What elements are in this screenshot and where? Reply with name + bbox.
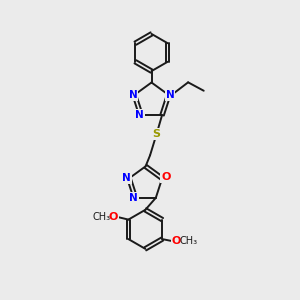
- Text: O: O: [161, 172, 170, 182]
- Text: N: N: [166, 90, 175, 100]
- Text: N: N: [135, 110, 144, 120]
- Text: N: N: [128, 90, 137, 100]
- Text: CH₃: CH₃: [179, 236, 198, 247]
- Text: CH₃: CH₃: [92, 212, 110, 222]
- Text: N: N: [130, 193, 138, 203]
- Text: O: O: [172, 236, 181, 247]
- Text: O: O: [109, 212, 118, 222]
- Text: N: N: [122, 173, 131, 183]
- Text: S: S: [153, 129, 161, 139]
